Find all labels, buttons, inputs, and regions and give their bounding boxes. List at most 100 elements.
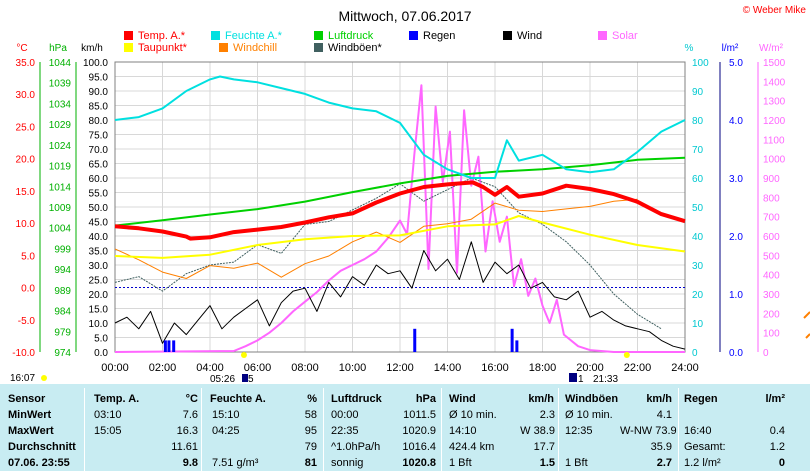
solar-tick-label: 1500 (763, 58, 786, 69)
wind-tick-label: 20.0 (89, 290, 109, 301)
table-cell: 0.4 (769, 425, 785, 437)
series-line-luftdruck (114, 156, 686, 227)
sunrise-glyph-icon (242, 374, 248, 382)
x-tick-label: 16:00 (481, 362, 509, 374)
table-cell: 04:25 (212, 425, 240, 437)
grid (114, 61, 686, 353)
wind-tick-label: 45.0 (89, 218, 109, 229)
solar-tick-label: 1300 (763, 97, 786, 108)
sunset-label: 21:33 (593, 374, 618, 384)
legend-swatch (409, 31, 418, 40)
table-cell: 11.61 (171, 441, 198, 453)
humidity-tick-label: 70 (692, 145, 704, 156)
pressure-tick-label: 1034 (49, 99, 72, 110)
legend-label: Taupunkt* (138, 42, 188, 54)
legend-label: Regen (423, 30, 455, 42)
legend-swatch (598, 31, 607, 40)
legend-swatch (503, 31, 512, 40)
solar-tick-label: 700 (763, 213, 780, 224)
rain-bar (172, 340, 176, 352)
humidity-tick-label: 40 (692, 232, 704, 243)
temp-tick-label: 20.0 (16, 155, 36, 166)
legend-swatch (124, 31, 133, 40)
x-tick-label: 10:00 (339, 362, 367, 374)
table-cell: 1.5 (539, 457, 555, 469)
table-header-cell: hPa (415, 393, 436, 405)
table-cell: 12:35 (565, 425, 593, 437)
humidity-tick-label: 30 (692, 261, 704, 272)
table-header-cell: % (307, 393, 317, 405)
legend-label: Feuchte A.* (225, 30, 283, 42)
pressure-tick-label: 999 (54, 244, 71, 255)
table-cell: 7.6 (182, 409, 198, 421)
legend-label: Temp. A.* (138, 30, 186, 42)
table-cell: 15:05 (94, 425, 122, 437)
solar-tick-label: 400 (763, 271, 780, 282)
humidity-tick-label: 20 (692, 290, 704, 301)
table-cell: 424.4 km (449, 441, 495, 453)
sun-icon (41, 375, 47, 381)
wind-tick-label: 5.0 (94, 334, 108, 345)
wind-tick-label: 25.0 (89, 276, 109, 287)
chart-title: Mittwoch, 07.06.2017 (338, 8, 471, 24)
temp-tick-label: 35.0 (16, 58, 36, 69)
solar-tick-label: 100 (763, 329, 780, 340)
sunrise-label: 05:26 (210, 374, 235, 384)
solar-tick-label: 1000 (763, 155, 786, 166)
x-tick-label: 06:00 (244, 362, 272, 374)
legend-swatch (314, 31, 323, 40)
table-cell: W 38.9 (520, 425, 555, 437)
wind-tick-label: 80.0 (89, 116, 109, 127)
wind-tick-label: 75.0 (89, 131, 109, 142)
table-header-cell: l/m² (765, 393, 785, 405)
table-cell: 17.7 (533, 441, 555, 453)
table-divider (678, 388, 679, 471)
wind-tick-label: 85.0 (89, 102, 109, 113)
table-cell: 79 (304, 441, 317, 453)
rain-bar (413, 328, 417, 352)
table-divider (558, 388, 559, 471)
table-cell: 4.1 (656, 409, 672, 421)
edge-icon (803, 311, 810, 339)
wind-tick-label: 60.0 (89, 174, 109, 185)
table-cell: 22:35 (331, 425, 359, 437)
legend-swatch (124, 43, 133, 52)
rain-bar (515, 340, 519, 352)
chart-canvas: Mittwoch, 07.06.2017 © Weber Mike °C 35.0… (10, 5, 810, 385)
row-label: MinWert (8, 409, 52, 421)
legend-label: Luftdruck (328, 30, 374, 42)
table-cell: Ø 10 min. (565, 409, 613, 421)
legend-label: Windchill (233, 42, 277, 54)
table-cell: ^1.0hPa/h (331, 441, 381, 453)
solar-tick-label: 600 (763, 232, 780, 243)
temp-tick-label: -5.0 (18, 316, 36, 327)
humidity-tick-label: 10 (692, 319, 704, 330)
temp-tick-label: -10.0 (12, 348, 35, 359)
table-cell: 58 (304, 409, 317, 421)
table-cell: 16.3 (176, 425, 198, 437)
rain-tick-label: 1.0 (729, 290, 743, 301)
wind-tick-label: 55.0 (89, 189, 109, 200)
series-line-windben (114, 177, 662, 330)
solar-tick-label: 1100 (763, 135, 785, 146)
wind-unit-label: km/h (81, 43, 103, 54)
rain-unit-label: l/m² (722, 43, 739, 54)
start-time-label: 16:07 (10, 373, 35, 384)
temp-tick-label: 0.0 (21, 284, 35, 295)
table-cell: 00:00 (331, 409, 359, 421)
x-tick-label: 02:00 (149, 362, 177, 374)
series-line-tempa (114, 180, 686, 241)
pressure-tick-label: 1014 (49, 182, 72, 193)
temp-tick-label: 30.0 (16, 90, 36, 101)
table-divider (84, 388, 85, 471)
rain-tick-label: 5.0 (729, 58, 743, 69)
x-tick-label: 14:00 (434, 362, 462, 374)
table-cell: W-NW 73.9 (620, 425, 677, 437)
solar-unit-label: W/m² (759, 43, 784, 54)
series-group (114, 75, 686, 353)
temp-tick-label: 25.0 (16, 122, 36, 133)
wind-tick-label: 70.0 (89, 145, 109, 156)
humidity-tick-label: 80 (692, 116, 704, 127)
x-tick-label: 22:00 (624, 362, 652, 374)
pressure-tick-label: 979 (54, 327, 71, 338)
